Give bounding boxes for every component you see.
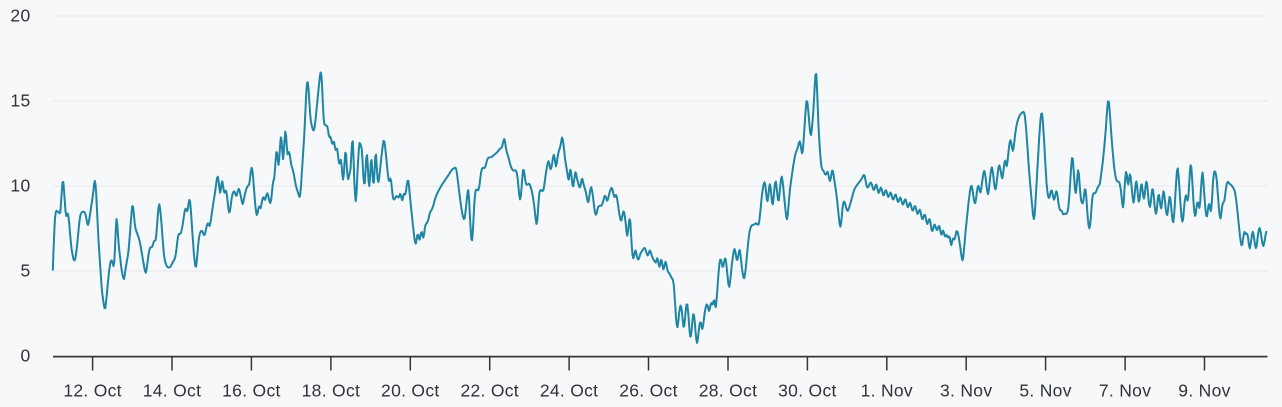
svg-text:14. Oct: 14. Oct [143,381,202,401]
svg-text:24. Oct: 24. Oct [540,381,599,401]
svg-text:20. Oct: 20. Oct [381,381,440,401]
svg-text:28. Oct: 28. Oct [699,381,758,401]
svg-text:7. Nov: 7. Nov [1099,381,1151,401]
svg-text:10: 10 [10,176,30,196]
svg-text:12. Oct: 12. Oct [63,381,122,401]
svg-text:0: 0 [20,346,30,366]
svg-text:22. Oct: 22. Oct [460,381,519,401]
svg-text:9. Nov: 9. Nov [1178,381,1230,401]
svg-text:20: 20 [10,6,30,26]
svg-text:15: 15 [10,91,30,111]
svg-text:16. Oct: 16. Oct [222,381,281,401]
svg-text:26. Oct: 26. Oct [619,381,678,401]
svg-text:5. Nov: 5. Nov [1019,381,1071,401]
svg-text:1. Nov: 1. Nov [861,381,913,401]
svg-text:30. Oct: 30. Oct [778,381,837,401]
svg-text:5: 5 [20,261,30,281]
svg-text:3. Nov: 3. Nov [940,381,992,401]
svg-text:18. Oct: 18. Oct [302,381,361,401]
